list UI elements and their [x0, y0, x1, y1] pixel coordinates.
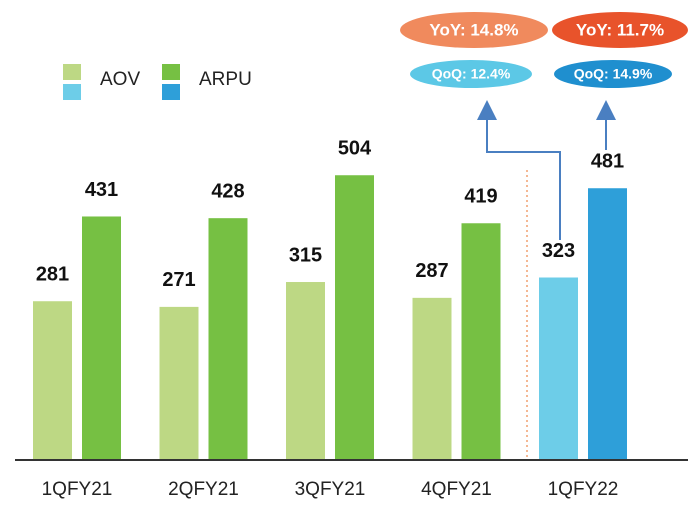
- arrow: [477, 100, 561, 240]
- data-label: 281: [36, 264, 69, 286]
- data-label: 431: [85, 179, 118, 201]
- x-tick-label: 1QFY21: [42, 479, 113, 500]
- annotation: QoQ: 14.9%: [574, 66, 653, 82]
- annotation-bubble: [554, 60, 672, 88]
- legend-swatch: [162, 64, 180, 80]
- legend-label: AOV: [100, 69, 140, 90]
- x-tick-label: 1QFY22: [548, 479, 619, 500]
- data-label: 428: [211, 180, 244, 202]
- bar: [335, 175, 374, 461]
- data-label: 323: [542, 240, 575, 262]
- bar: [33, 301, 72, 460]
- bar: [82, 216, 121, 460]
- bar: [208, 218, 248, 460]
- data-label: 419: [464, 186, 497, 208]
- legend-label: ARPU: [199, 69, 252, 90]
- data-label: 287: [415, 260, 448, 282]
- annotation: QoQ: 12.4%: [432, 66, 511, 82]
- data-label: 315: [289, 244, 322, 266]
- bar: [461, 223, 501, 460]
- legend-swatch: [63, 84, 81, 100]
- bar: [159, 306, 199, 460]
- x-tick-label: 3QFY21: [295, 479, 366, 500]
- annotation-bubble: [400, 12, 548, 48]
- annotation: YoY: 14.8%: [429, 20, 518, 39]
- x-tick-label: 4QFY21: [421, 479, 492, 500]
- annotation-bubble: [410, 60, 532, 88]
- x-tick-label: 2QFY21: [168, 479, 239, 500]
- bar: [539, 277, 578, 460]
- bar: [286, 282, 325, 460]
- bar: [412, 297, 452, 460]
- legend-swatch: [162, 84, 180, 100]
- data-label: 271: [162, 269, 195, 291]
- data-label: 481: [591, 151, 624, 173]
- legend-swatch: [63, 64, 81, 80]
- bar: [588, 188, 627, 461]
- annotation-bubble: [552, 12, 688, 48]
- annotation: YoY: 11.7%: [576, 20, 664, 39]
- data-label: 504: [338, 138, 372, 160]
